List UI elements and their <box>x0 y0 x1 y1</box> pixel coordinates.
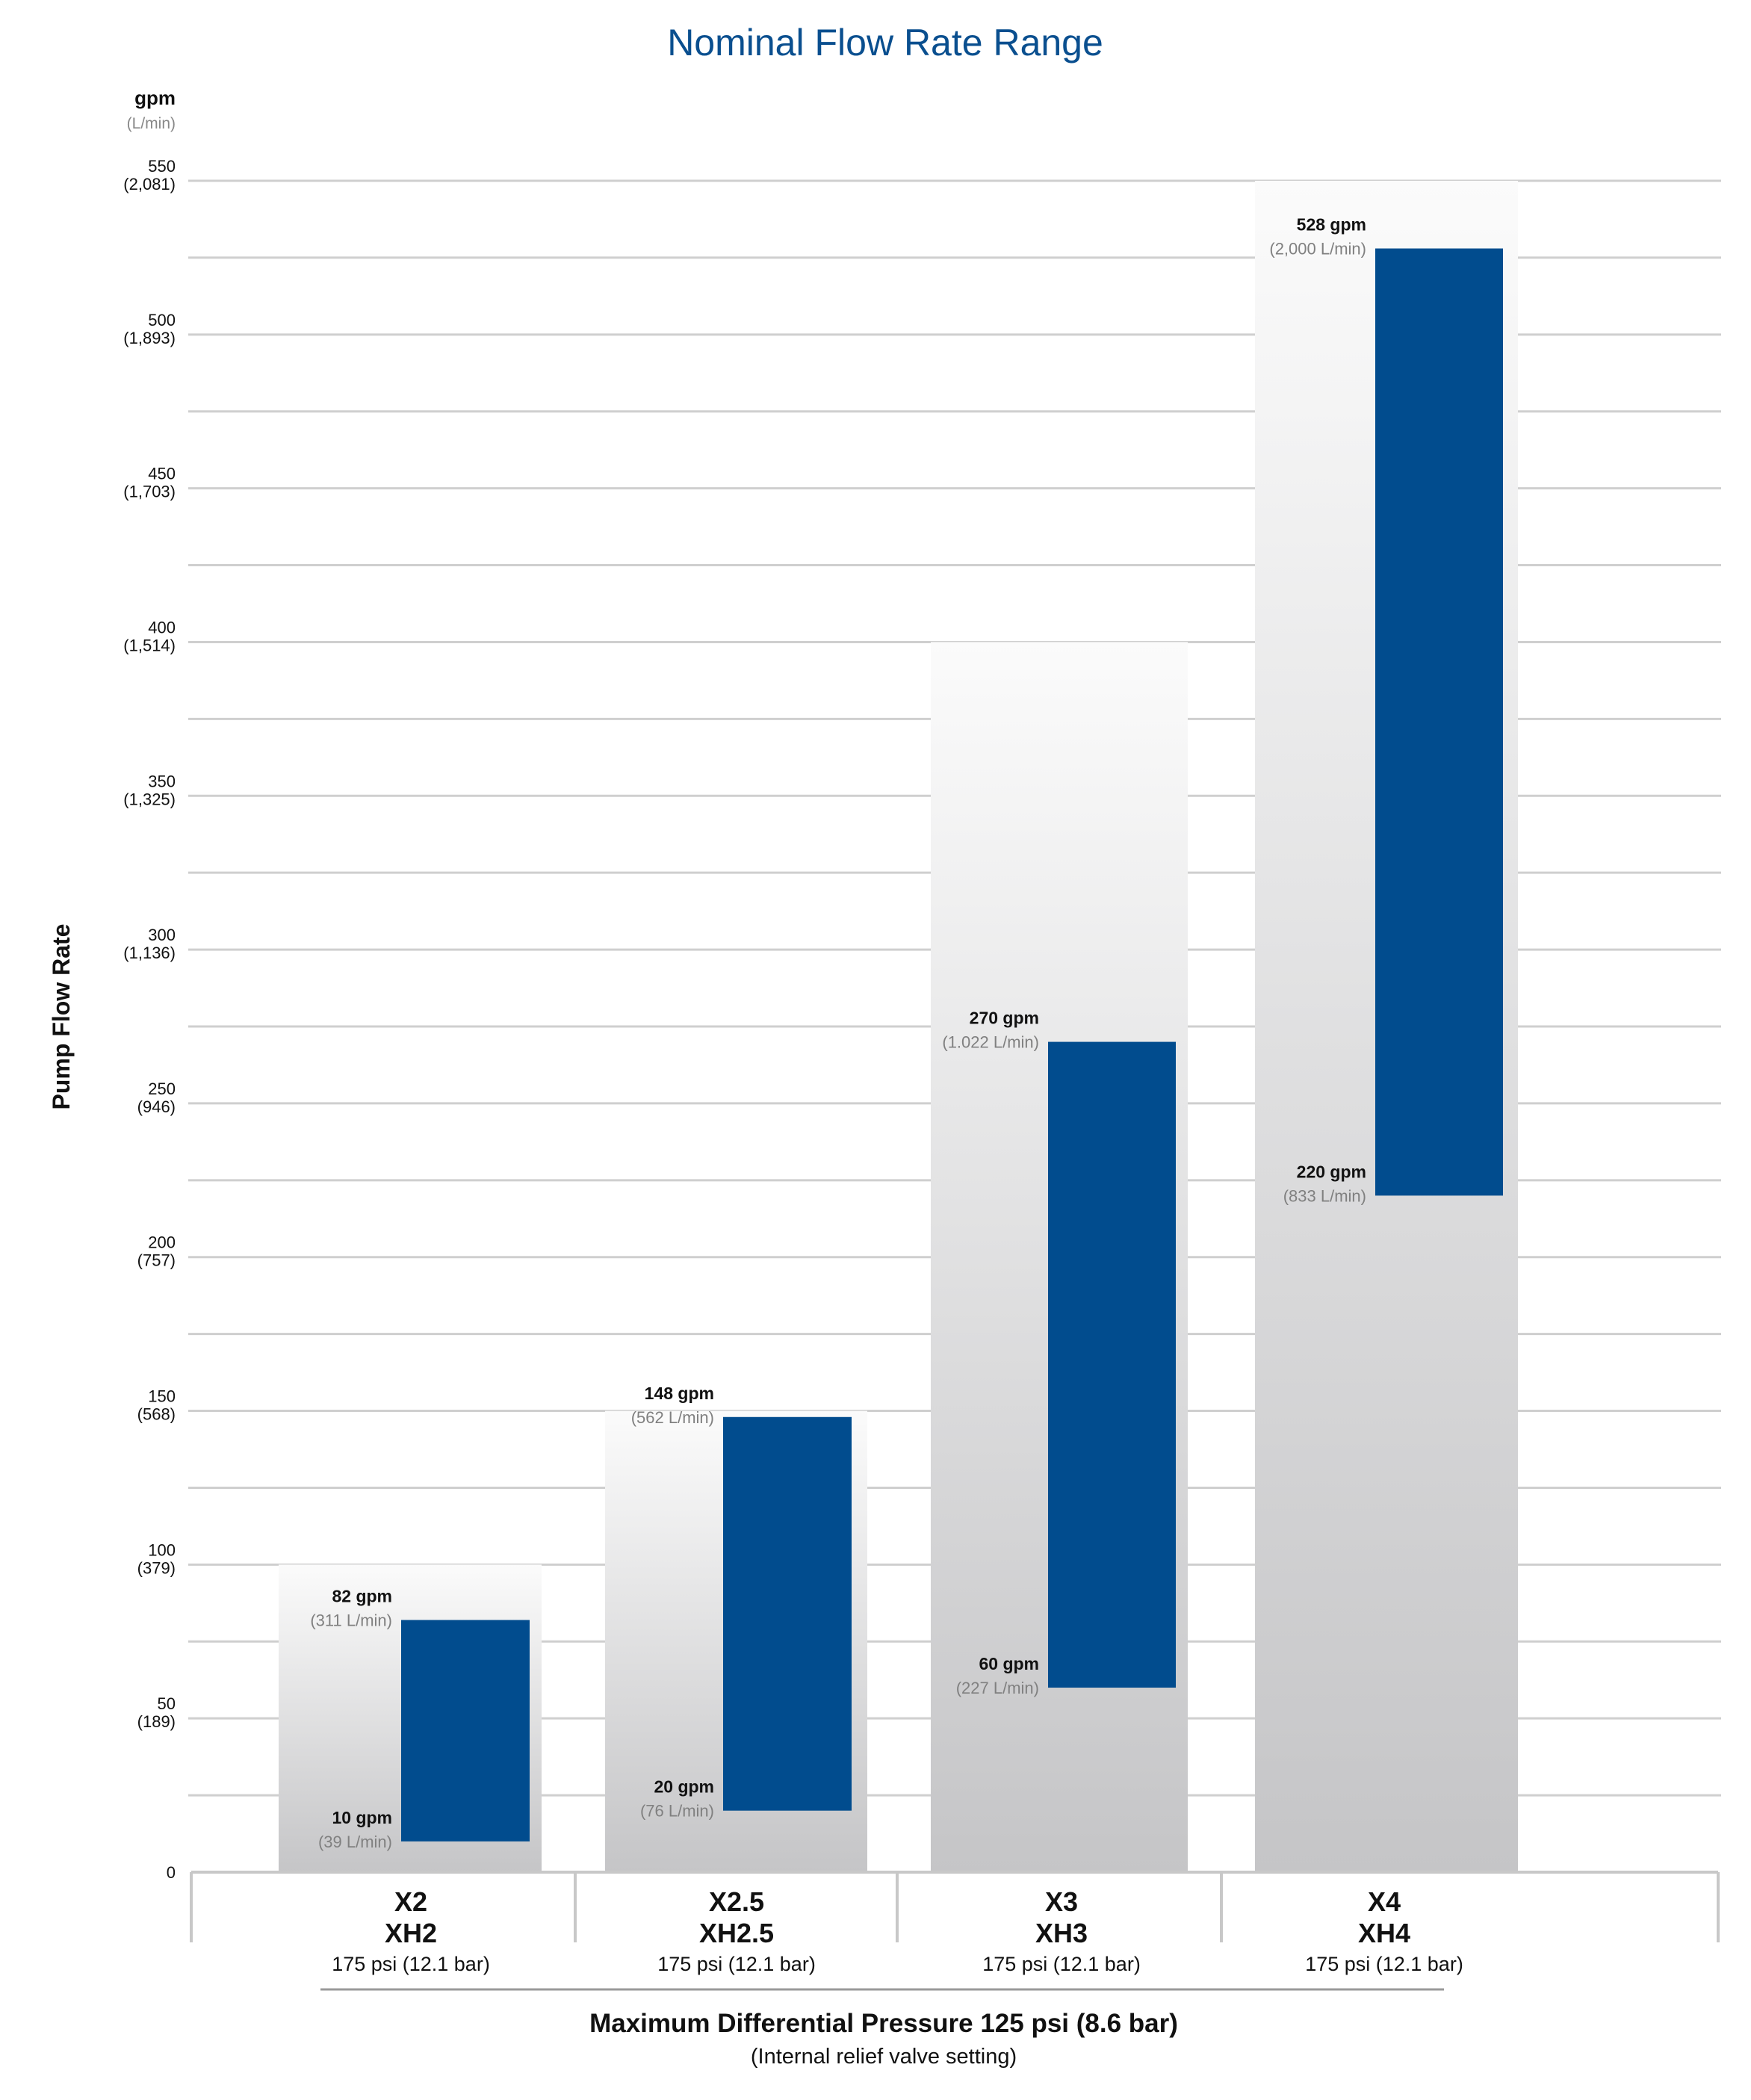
high-value-label: 148 gpm <box>645 1384 714 1403</box>
low-value-label: 60 gpm <box>979 1654 1039 1673</box>
y-tick-label: 450 <box>148 465 176 483</box>
category-pressure-label: 175 psi (12.1 bar) <box>657 1953 816 1975</box>
y-tick-label: 50 <box>158 1694 176 1713</box>
y-tick-label: 200 <box>148 1233 176 1252</box>
flow-range-bar <box>401 1620 530 1842</box>
category-pressure-label: 175 psi (12.1 bar) <box>332 1953 490 1975</box>
category-label-secondary: XH3 <box>1035 1918 1088 1948</box>
y-tick-sublabel: (1,703) <box>123 483 176 501</box>
y-tick-label: 0 <box>167 1863 176 1882</box>
y-tick-sublabel: (189) <box>137 1712 176 1731</box>
y-unit-label: gpm <box>134 87 176 109</box>
category-label: X3 <box>1045 1886 1078 1917</box>
footer-subtitle: (Internal relief valve setting) <box>751 2045 1017 2069</box>
y-tick-sublabel: (757) <box>137 1251 176 1270</box>
low-value-label: 20 gpm <box>654 1777 714 1797</box>
y-tick-label: 100 <box>148 1540 176 1559</box>
category-label-secondary: XH4 <box>1358 1918 1410 1948</box>
low-value-label: 220 gpm <box>1297 1162 1366 1181</box>
category-label-secondary: XH2 <box>385 1918 437 1948</box>
high-value-lmin-label: (2,000 L/min) <box>1269 240 1366 258</box>
y-tick-label: 150 <box>148 1387 176 1406</box>
category-pressure-label: 175 psi (12.1 bar) <box>1305 1953 1463 1975</box>
y-tick-sublabel: (1,893) <box>123 329 176 347</box>
y-tick-label: 350 <box>148 772 176 790</box>
y-tick-label: 250 <box>148 1080 176 1098</box>
y-tick-sublabel: (1,136) <box>123 944 176 962</box>
high-value-label: 270 gpm <box>970 1009 1039 1028</box>
low-value-lmin-label: (39 L/min) <box>318 1833 392 1851</box>
category-pressure-label: 175 psi (12.1 bar) <box>982 1953 1141 1975</box>
high-value-label: 528 gpm <box>1297 215 1366 235</box>
category-label: X2 <box>394 1886 427 1917</box>
y-tick-label: 500 <box>148 311 176 329</box>
y-tick-label: 550 <box>148 157 176 176</box>
y-tick-sublabel: (1,514) <box>123 636 176 654</box>
y-tick-sublabel: (379) <box>137 1558 176 1577</box>
low-value-lmin-label: (833 L/min) <box>1283 1186 1366 1205</box>
flow-range-bar <box>1048 1041 1176 1688</box>
y-axis-label: Pump Flow Rate <box>48 924 75 1110</box>
y-tick-sublabel: (946) <box>137 1097 176 1116</box>
chart-title: Nominal Flow Rate Range <box>667 22 1103 64</box>
high-value-lmin-label: (562 L/min) <box>631 1408 714 1427</box>
low-value-label: 10 gpm <box>332 1808 392 1827</box>
high-value-lmin-label: (1.022 L/min) <box>942 1033 1039 1052</box>
y-tick-label: 300 <box>148 926 176 944</box>
category-label-secondary: XH2.5 <box>699 1918 774 1948</box>
y-tick-sublabel: (568) <box>137 1405 176 1424</box>
footer-title: Maximum Differential Pressure 125 psi (8… <box>589 2009 1178 2038</box>
y-tick-label: 400 <box>148 618 176 636</box>
flow-range-bar <box>723 1416 852 1811</box>
category-label: X2.5 <box>709 1886 764 1917</box>
low-value-lmin-label: (76 L/min) <box>640 1802 714 1821</box>
high-value-lmin-label: (311 L/min) <box>310 1611 392 1629</box>
low-value-lmin-label: (227 L/min) <box>956 1679 1039 1697</box>
category-label: X4 <box>1368 1886 1401 1917</box>
high-value-label: 82 gpm <box>332 1586 392 1605</box>
flow-range-bar <box>1375 248 1503 1196</box>
y-tick-sublabel: (1,325) <box>123 790 176 808</box>
y-tick-sublabel: (2,081) <box>123 175 176 193</box>
y-unit-secondary-label: (L/min) <box>127 115 176 132</box>
